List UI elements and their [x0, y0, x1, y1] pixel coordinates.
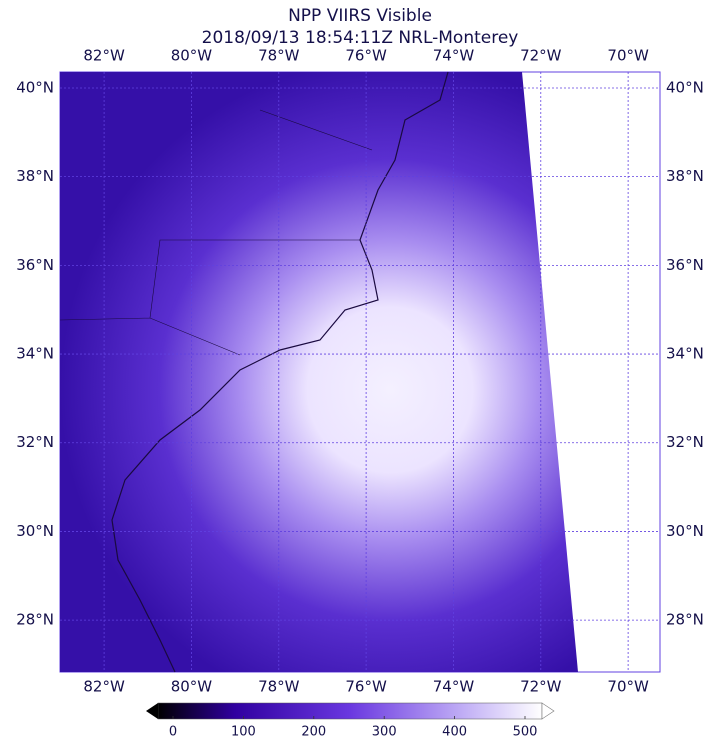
- map-area: [59, 71, 661, 673]
- colorbar-tick-label: 300: [372, 725, 397, 740]
- y-tick-label: 30°N: [16, 522, 54, 540]
- y-tick-label: 38°N: [666, 167, 704, 185]
- satellite-swath: [60, 72, 578, 672]
- x-tick-label: 82°W: [83, 678, 125, 696]
- y-tick-label: 32°N: [666, 433, 704, 451]
- subtitle: 2018/09/13 18:54:11Z NRL-Monterey: [202, 28, 519, 48]
- x-tick-label: 78°W: [258, 678, 300, 696]
- colorbar-tick-label: 400: [442, 725, 467, 740]
- coastline: [111, 71, 449, 673]
- x-tick-label: 74°W: [433, 47, 475, 65]
- x-tick-label: 72°W: [520, 678, 562, 696]
- y-tick-label: 40°N: [666, 78, 704, 96]
- colorbar-tick-label: 0: [169, 725, 177, 740]
- x-tick-label: 70°W: [607, 678, 649, 696]
- x-tick-label: 82°W: [83, 47, 125, 65]
- colorbar: [157, 702, 543, 720]
- y-tick-label: 36°N: [666, 256, 704, 274]
- y-tick-label: 34°N: [16, 345, 54, 363]
- y-tick-label: 38°N: [16, 167, 54, 185]
- y-tick-label: 30°N: [666, 522, 704, 540]
- y-tick-label: 34°N: [666, 345, 704, 363]
- y-tick-label: 40°N: [16, 78, 54, 96]
- colorbar-tick-label: 500: [513, 725, 538, 740]
- y-tick-label: 28°N: [16, 611, 54, 629]
- x-tick-label: 72°W: [520, 47, 562, 65]
- colorbar-max-arrow: [541, 702, 555, 720]
- x-tick-label: 74°W: [433, 678, 475, 696]
- y-tick-label: 28°N: [666, 611, 704, 629]
- colorbar-min-arrow: [146, 703, 158, 719]
- y-tick-label: 36°N: [16, 256, 54, 274]
- title: NPP VIIRS Visible: [288, 6, 432, 26]
- x-tick-label: 70°W: [607, 47, 649, 65]
- x-tick-label: 80°W: [171, 47, 213, 65]
- y-tick-label: 32°N: [16, 433, 54, 451]
- x-tick-label: 76°W: [345, 47, 387, 65]
- colorbar-tick-label: 100: [231, 725, 256, 740]
- colorbar-tick-label: 200: [301, 725, 326, 740]
- x-tick-label: 78°W: [258, 47, 300, 65]
- x-tick-label: 80°W: [171, 678, 213, 696]
- x-tick-label: 76°W: [345, 678, 387, 696]
